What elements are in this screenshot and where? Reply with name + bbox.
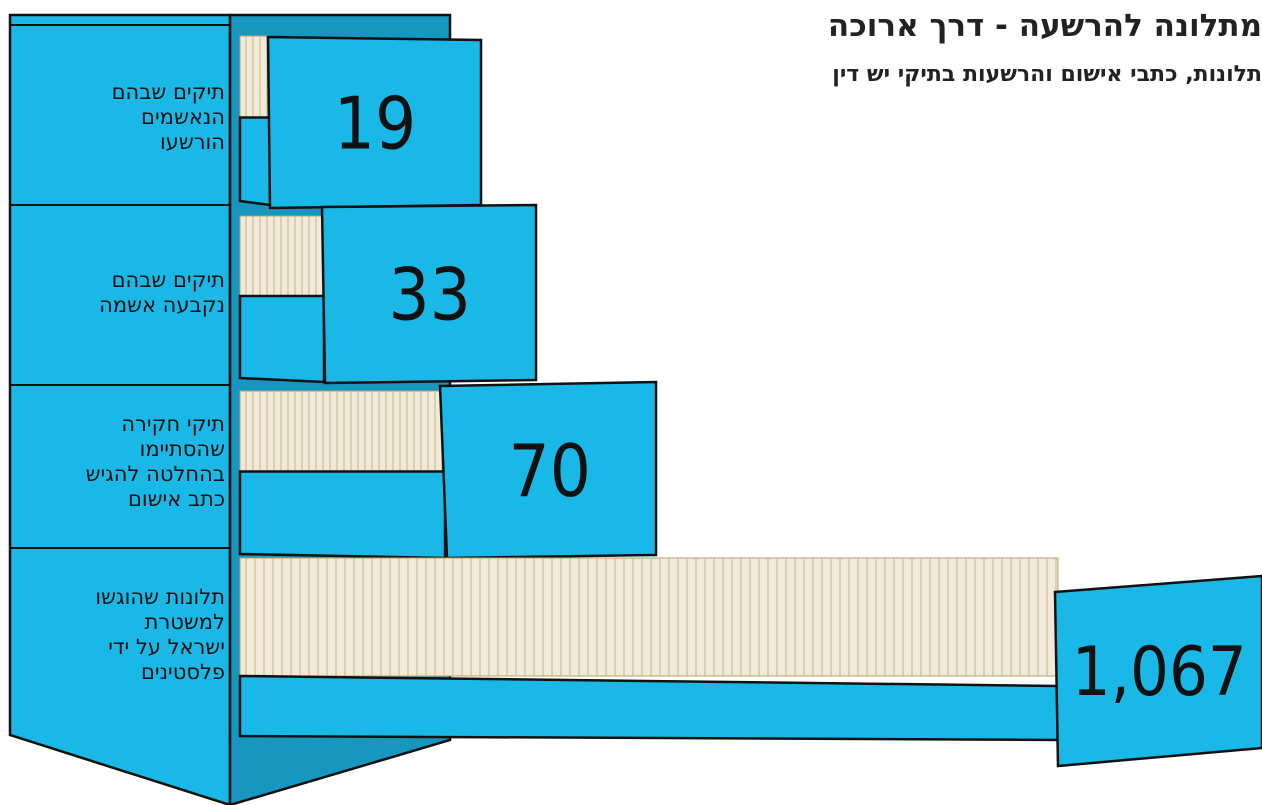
chart-title: מתלונה להרשעה - דרך ארוכה (828, 8, 1262, 44)
value-label: 1,067 (1072, 633, 1247, 712)
value-label: 19 (334, 81, 416, 165)
drawer-side (240, 676, 1058, 740)
drawer-side (240, 296, 324, 382)
category-label: תיקים שבהם הנאשמים הורשעו (5, 80, 225, 155)
category-label: תלונות שהוגשו למשטרת ישראל על ידי פלסטינ… (5, 585, 225, 685)
value-label: 33 (389, 253, 471, 337)
category-label: תיקים שבהם נקבעה אשמה (5, 268, 225, 318)
infographic: 19 33 70 1,067 מתלונה להרשעה - דרך ארוכה תל… (0, 0, 1262, 805)
drawer-side (240, 472, 445, 559)
value-label: 70 (509, 429, 591, 513)
drawer-side (240, 118, 270, 206)
category-label: תיקי חקירה שהסתיימו בהחלטה להגיש כתב איש… (5, 412, 225, 512)
papers (240, 36, 270, 118)
chart-subtitle: תלונות, כתבי אישום והרשעות בתיקי יש דין (832, 62, 1262, 87)
